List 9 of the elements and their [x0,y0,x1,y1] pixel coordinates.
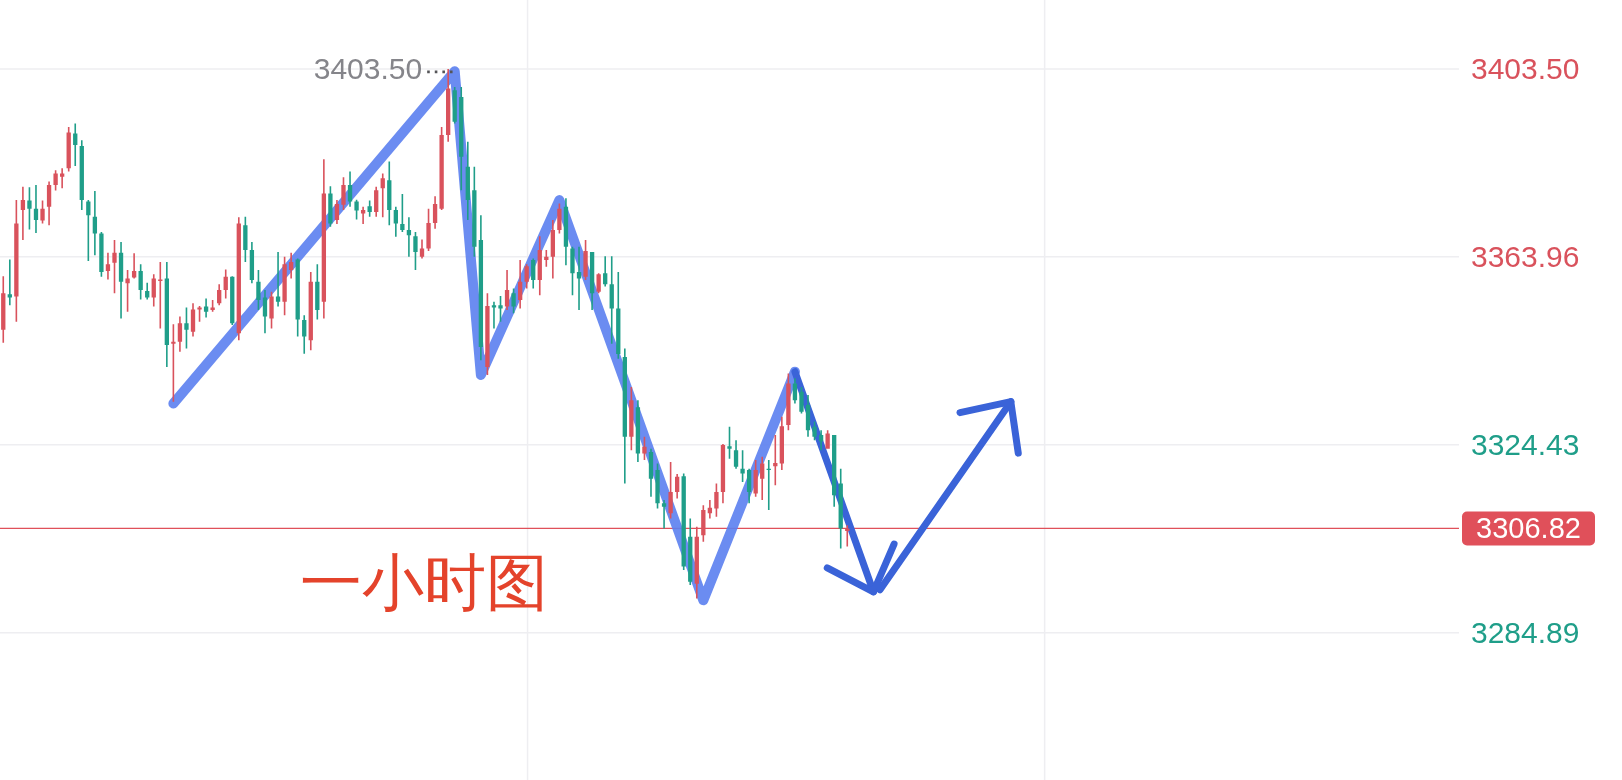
y-tick-label: 3403.50 [1471,52,1580,86]
y-tick-label: 3363.96 [1471,240,1580,274]
y-tick-label: 3324.43 [1471,428,1580,462]
title: 一小时图 [300,548,548,617]
annotation: 3403.50 [313,52,423,86]
ref-line-label: 3306.82 [1476,512,1581,545]
y-tick-label: 3284.89 [1471,616,1580,650]
ref-label: 3306.82 [1462,511,1595,546]
annotation: 3403.50 [313,52,454,86]
